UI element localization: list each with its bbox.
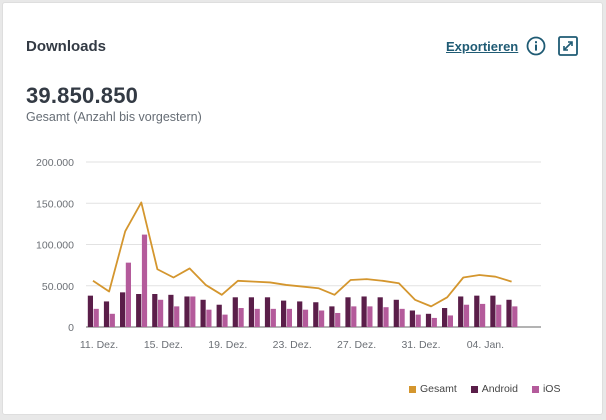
bar-android	[458, 296, 464, 327]
bar-android	[232, 297, 238, 327]
bar-ios	[238, 308, 244, 327]
bar-ios	[335, 312, 341, 327]
bar-ios	[431, 317, 437, 327]
legend-label-ios: iOS	[542, 383, 561, 395]
bar-android	[393, 299, 399, 327]
card-title: Downloads	[26, 38, 107, 55]
bar-ios	[512, 306, 518, 327]
y-tick-label: 100.000	[36, 240, 74, 252]
y-tick-label: 150.000	[36, 198, 74, 210]
info-icon[interactable]	[526, 36, 546, 56]
bar-ios	[496, 304, 502, 327]
bar-android	[103, 301, 110, 327]
bar-ios	[399, 308, 405, 327]
bar-android	[136, 294, 142, 327]
x-tick-label: 19. Dez.	[208, 339, 247, 351]
bar-android	[168, 294, 174, 327]
bar-android	[264, 297, 271, 327]
x-tick-label: 11. Dez.	[80, 339, 118, 351]
y-tick-label: 0	[68, 322, 74, 334]
bar-android	[361, 296, 367, 327]
bar-ios	[158, 299, 164, 327]
bar-android	[248, 297, 254, 327]
bar-android	[506, 299, 512, 327]
legend-label-android: Android	[481, 383, 518, 395]
bar-ios	[190, 296, 196, 327]
y-tick-label: 200.000	[36, 157, 74, 169]
bar-ios	[109, 313, 115, 327]
bar-ios	[319, 310, 325, 327]
line-gesamt	[92, 201, 512, 308]
bar-ios	[222, 314, 228, 327]
total-caption: Gesamt (Anzahl bis vorgestern)	[26, 110, 202, 124]
bar-android	[329, 306, 335, 327]
bar-android	[442, 308, 448, 327]
bar-android	[184, 296, 190, 327]
x-tick-label: 23. Dez.	[273, 339, 312, 351]
bar-ios	[286, 308, 292, 327]
bar-ios	[174, 306, 180, 327]
bar-android	[216, 304, 222, 327]
bar-ios	[141, 234, 148, 327]
downloads-chart: 0 50.000 100.000 150.000 200.000 11. Dez. 15. …	[36, 157, 541, 351]
y-tick-label: 50.000	[42, 281, 74, 293]
x-tick-label: 04. Jan.	[467, 339, 504, 351]
bar-ios	[480, 303, 486, 327]
bar-ios	[351, 306, 357, 327]
bar-android	[474, 295, 480, 327]
bar-android	[120, 292, 126, 327]
expand-icon[interactable]	[558, 36, 578, 56]
bar-ios	[270, 308, 276, 327]
bar-android	[281, 300, 287, 327]
bar-ios	[367, 306, 373, 327]
downloads-card: Downloads Exportieren 39.850.850 Gesamt …	[2, 2, 603, 415]
bar-android	[297, 301, 303, 327]
bar-android	[152, 294, 158, 327]
bar-android	[377, 297, 383, 327]
bar-ios	[383, 307, 389, 327]
bar-ios	[254, 308, 260, 327]
bar-ios	[463, 304, 470, 327]
legend-swatch-gesamt	[409, 385, 416, 393]
legend-swatch-ios	[531, 385, 539, 393]
bar-android	[87, 295, 93, 327]
total-downloads: 39.850.850	[26, 83, 139, 108]
legend-item-gesamt[interactable]: Gesamt	[409, 383, 457, 395]
bar-ios	[447, 315, 453, 327]
bar-android	[490, 295, 496, 327]
bar-ios	[125, 262, 131, 327]
x-tick-label: 31. Dez.	[401, 339, 440, 351]
bar-ios	[415, 314, 421, 327]
x-tick-label: 27. Dez.	[337, 339, 376, 351]
legend-label-gesamt: Gesamt	[420, 383, 457, 395]
legend-item-android[interactable]: Android	[470, 383, 518, 395]
x-tick-label: 15. Dez.	[144, 339, 183, 351]
legend-swatch-android	[470, 385, 478, 393]
bar-android	[200, 299, 206, 327]
bar-android	[409, 310, 415, 327]
bar-android	[313, 302, 319, 327]
bar-android	[425, 313, 432, 327]
bar-ios	[93, 308, 99, 327]
bar-android	[345, 297, 351, 327]
chart-legend: Gesamt Android iOS	[409, 383, 560, 395]
bar-ios	[302, 309, 309, 327]
bar-ios	[206, 309, 212, 327]
export-link[interactable]: Exportieren	[446, 39, 519, 54]
legend-item-ios[interactable]: iOS	[531, 383, 561, 395]
